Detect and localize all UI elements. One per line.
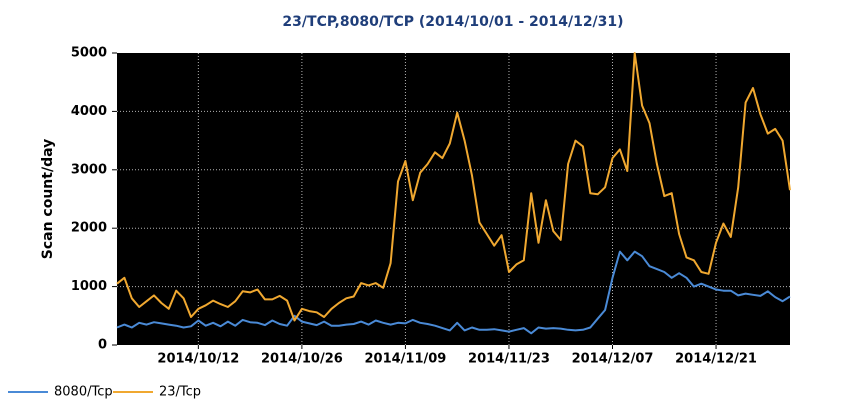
y-tick-label: 0 [98, 338, 107, 353]
series-line [116, 52, 791, 322]
y-tick-label: 5000 [71, 46, 107, 61]
x-tick-label: 2014/11/23 [468, 352, 550, 367]
y-tick-label: 2000 [71, 221, 107, 236]
legend-label: 8080/Tcp [54, 385, 113, 400]
y-tick-label: 3000 [71, 162, 107, 177]
x-tick-label: 2014/12/07 [572, 352, 654, 367]
x-tick-label: 2014/12/21 [675, 352, 757, 367]
y-axis-label: Scan count/day [40, 139, 56, 260]
x-tick-label: 2014/10/12 [157, 352, 239, 367]
series-line [116, 250, 791, 335]
x-tick-label: 2014/10/26 [261, 352, 343, 367]
y-tick-label: 4000 [71, 104, 107, 119]
x-tick-label: 2014/11/09 [364, 352, 446, 367]
y-tick-label: 1000 [71, 279, 107, 294]
legend-label: 23/Tcp [159, 385, 201, 400]
chart-title: 23/TCP,8080/TCP (2014/10/01 - 2014/12/31… [282, 14, 623, 30]
plot-area [117, 53, 790, 345]
